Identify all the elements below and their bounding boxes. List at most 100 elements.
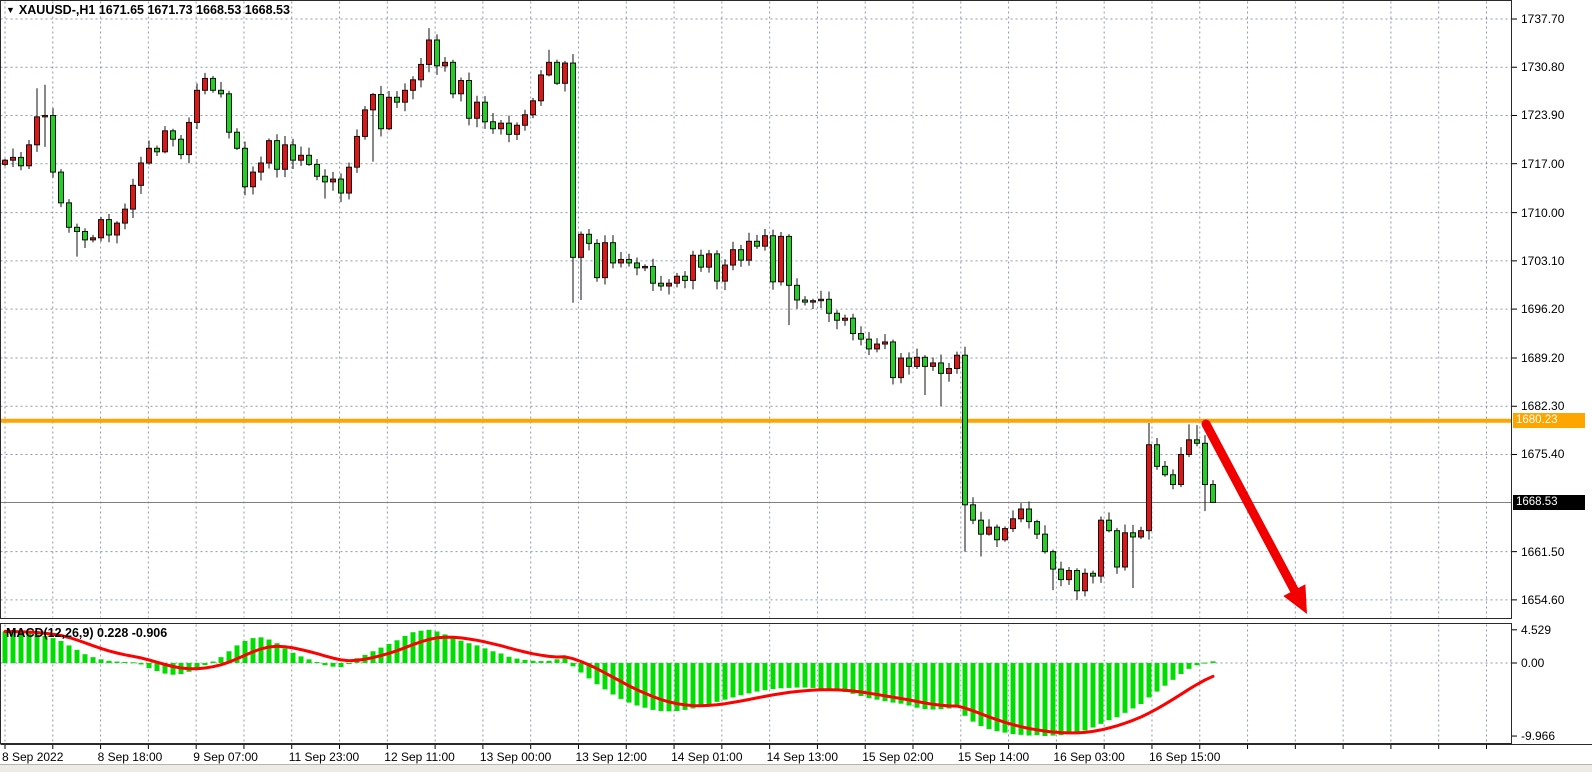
macd-tick-label: 0.00 bbox=[1521, 656, 1545, 670]
macd-histogram-bar bbox=[626, 663, 632, 703]
macd-histogram-bar bbox=[482, 648, 488, 663]
bull-candle bbox=[266, 140, 272, 164]
macd-histogram-bar bbox=[234, 645, 240, 663]
bull-candle bbox=[130, 184, 136, 210]
bear-candle bbox=[890, 341, 896, 379]
macd-histogram-bar bbox=[1130, 663, 1136, 709]
bull-candle bbox=[914, 356, 920, 367]
bull-candle bbox=[810, 300, 816, 303]
bear-candle bbox=[906, 357, 912, 367]
macd-histogram-bar bbox=[338, 663, 344, 668]
bear-candle bbox=[634, 262, 640, 269]
macd-histogram-bar bbox=[402, 635, 408, 663]
bull-candle bbox=[842, 317, 848, 321]
bear-candle bbox=[274, 140, 280, 170]
macd-histogram-bar bbox=[690, 663, 696, 709]
bear-candle bbox=[554, 61, 560, 84]
trend-arrow-shaft[interactable] bbox=[1201, 419, 1299, 595]
bear-candle bbox=[858, 333, 864, 340]
bull-candle bbox=[1122, 532, 1128, 568]
macd-histogram-bar bbox=[290, 652, 296, 663]
macd-histogram-bar bbox=[706, 663, 712, 705]
macd-histogram-bar bbox=[2, 631, 8, 663]
macd-histogram-bar bbox=[986, 663, 992, 729]
symbol-ohlc-text: XAUUSD-,H1 1671.65 1671.73 1668.53 1668.… bbox=[18, 3, 290, 17]
price-tick-label: 1696.20 bbox=[1521, 302, 1565, 317]
macd-histogram-bar bbox=[578, 663, 584, 673]
bear-candle bbox=[490, 121, 496, 130]
macd-histogram-bar bbox=[866, 663, 872, 699]
bull-candle bbox=[354, 135, 360, 168]
trend-arrow-head[interactable] bbox=[1283, 584, 1307, 614]
bear-candle bbox=[290, 144, 296, 161]
macd-histogram-bar bbox=[634, 663, 640, 706]
bear-candle bbox=[58, 171, 64, 204]
bear-candle bbox=[394, 96, 400, 103]
candlestick-layer bbox=[2, 28, 1216, 600]
price-tick-label: 1723.90 bbox=[1521, 108, 1565, 123]
bull-candle bbox=[1002, 528, 1008, 541]
bull-candle bbox=[882, 341, 888, 345]
macd-histogram-bar bbox=[1074, 663, 1080, 734]
time-tick-label: 12 Sep 11:00 bbox=[384, 750, 455, 764]
macd-histogram-bar bbox=[66, 645, 72, 663]
macd-histogram-bar bbox=[346, 663, 352, 665]
macd-histogram-bar bbox=[738, 663, 744, 696]
price-tick-label: 1717.00 bbox=[1521, 156, 1565, 171]
time-tick-label: 8 Sep 2022 bbox=[2, 750, 64, 764]
macd-histogram-bar bbox=[562, 656, 568, 663]
macd-histogram-bar bbox=[42, 635, 48, 663]
macd-histogram-bar bbox=[1162, 663, 1168, 686]
price-tick-label: 1689.20 bbox=[1521, 351, 1565, 365]
macd-histogram-bar bbox=[498, 653, 504, 663]
time-tick-label: 8 Sep 18:00 bbox=[97, 750, 163, 764]
macd-histogram-bar bbox=[658, 663, 664, 712]
macd-tick-label: -9.966 bbox=[1521, 729, 1556, 744]
time-tick-label: 14 Sep 13:00 bbox=[766, 750, 838, 764]
macd-histogram-bar bbox=[282, 648, 288, 663]
macd-histogram-bar bbox=[642, 663, 648, 708]
bull-candle bbox=[746, 240, 752, 261]
macd-histogram-bar bbox=[74, 649, 80, 663]
bull-candle bbox=[930, 362, 936, 367]
pane-frame-layer bbox=[0, 0, 1592, 749]
bear-candle bbox=[338, 178, 344, 194]
macd-histogram-bar bbox=[1122, 663, 1128, 713]
macd-histogram-bar bbox=[298, 656, 304, 663]
symbol-ohlc-line: ▼ XAUUSD-,H1 1671.65 1671.73 1668.53 1668… bbox=[6, 3, 290, 17]
macd-histogram-bar bbox=[210, 661, 216, 663]
macd-histogram-bar bbox=[442, 634, 448, 663]
bull-candle bbox=[162, 130, 168, 153]
bear-candle bbox=[826, 298, 832, 314]
bull-candle bbox=[498, 122, 504, 130]
bear-candle bbox=[594, 242, 600, 279]
macd-pane-border bbox=[0, 623, 1512, 744]
macd-histogram-bar bbox=[570, 663, 576, 667]
macd-histogram-bar bbox=[1106, 663, 1112, 721]
price-tick-label: 1675.40 bbox=[1521, 447, 1565, 462]
bull-candle bbox=[602, 242, 608, 279]
macd-histogram-bar bbox=[962, 663, 968, 716]
macd-histogram-bar bbox=[914, 663, 920, 708]
bull-candle bbox=[1066, 570, 1072, 581]
bull-candle bbox=[282, 144, 288, 170]
macd-histogram-bar bbox=[858, 663, 864, 696]
bear-candle bbox=[586, 233, 592, 244]
price-tick-label: 1661.50 bbox=[1521, 544, 1565, 559]
bull-candle bbox=[114, 222, 120, 236]
bear-candle bbox=[1034, 521, 1040, 535]
macd-histogram-bar bbox=[146, 663, 152, 669]
macd-histogram-bar bbox=[274, 643, 280, 663]
bull-candle bbox=[986, 526, 992, 535]
bear-candle bbox=[1074, 570, 1080, 592]
symbol-dropdown-icon[interactable]: ▼ bbox=[6, 5, 15, 15]
macd-histogram-bar bbox=[722, 663, 728, 700]
time-tick-label: 11 Sep 23:00 bbox=[288, 750, 360, 764]
bear-candle bbox=[1170, 474, 1176, 486]
bear-candle bbox=[1026, 508, 1032, 523]
bull-candle bbox=[186, 121, 192, 156]
macd-histogram-bar bbox=[226, 651, 232, 663]
macd-histogram-bar bbox=[450, 637, 456, 663]
